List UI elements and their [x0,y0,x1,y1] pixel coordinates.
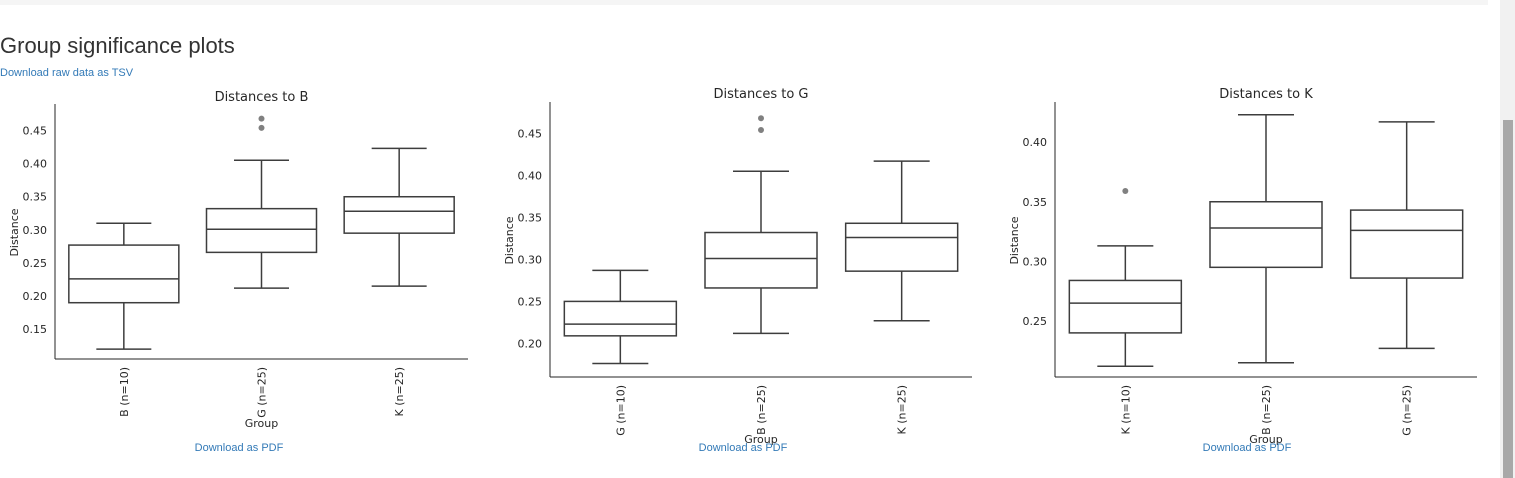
plot1-y-tick-label: 0.30 [518,253,543,266]
plot2-box-0 [1068,188,1183,368]
plot1-box-1 [704,115,818,335]
plot0-box-1 [205,115,318,289]
download-pdf-link-k[interactable]: Download as PDF [1202,442,1292,454]
plot0-y-tick-label: 0.25 [23,257,48,270]
plot0-y-tick-label: 0.45 [23,125,48,138]
boxplot-distances-to-g: Distances to G 0.20 0.25 0.30 0.35 0.40 0.45 Di… [495,82,985,446]
plot1-box-0 [563,269,678,365]
plot1-y-tick-label: 0.25 [518,295,543,308]
plot2-box-1 [1209,113,1323,364]
plot1-iqr-box [563,300,678,337]
plot1-y-tick-label: 0.45 [518,127,543,140]
plot0-x-category-label: K (n=25) [393,367,406,416]
plot1-x-category-label: G (n=10) [614,385,627,436]
plot1-iqr-box [844,222,959,272]
download-pdf-link-g[interactable]: Download as PDF [698,442,788,454]
plot1-x-category-label: K (n=25) [896,385,909,434]
download-raw-tsv-link[interactable]: Download raw data as TSV [0,67,134,79]
page-title: Group significance plots [0,33,235,58]
plot0-y-axis-label: Distance [8,208,21,256]
plot0-outlier-point [258,115,265,122]
plot1-box-2 [844,160,959,322]
plot0-box-2 [343,147,455,287]
plot0-iqr-box [205,207,318,254]
plot2-outlier-point [1122,188,1129,195]
plot0-x-category-label: B (n=10) [118,367,131,417]
plot0-x-axis-label: Group [245,417,279,430]
plot0-x-category-label: G (n=25) [256,367,269,418]
plot1-y-tick-label: 0.35 [518,211,543,224]
plot2-y-tick-label: 0.35 [1023,196,1048,209]
plot1-x-axis-label: Group [744,433,778,446]
plot0-y-tick-label: 0.30 [23,224,48,237]
plot2-y-tick-label: 0.25 [1023,315,1048,328]
plot1-outlier-point [758,115,764,122]
plot2-box-2 [1349,121,1464,350]
plot2-x-category-label: B (n=25) [1260,385,1273,435]
plot2-y-axis-label: Distance [1008,216,1021,264]
plot0-y-tick-label: 0.40 [23,158,48,171]
plot0-chart-title: Distances to B [215,90,309,105]
plot0-box-0 [68,222,180,350]
plot1-iqr-box [704,231,818,289]
plot0-y-tick-label: 0.35 [23,191,48,204]
boxplot-distances-to-b: Distances to B 0.15 0.20 0.25 0.30 0.35 0.40 0.… [0,84,480,434]
download-pdf-link-b[interactable]: Download as PDF [194,442,284,454]
plot1-x-category-label: B (n=25) [755,385,768,435]
plot0-iqr-box [343,195,455,234]
plot2-x-axis-label: Group [1249,433,1283,446]
plot2-iqr-box [1068,279,1183,334]
plot2-x-category-label: K (n=10) [1119,385,1132,434]
plot0-y-tick-label: 0.20 [23,290,48,303]
plot0-outlier-point [258,124,265,131]
plot1-y-axis-label: Distance [503,216,516,264]
plot1-y-tick-label: 0.20 [518,337,543,350]
plot1-outlier-point [758,127,764,134]
plot0-y-tick-label: 0.15 [23,323,48,336]
plot1-chart-title: Distances to G [713,87,808,102]
top-strip [0,0,1488,5]
plot2-iqr-box [1349,209,1464,279]
plot2-x-category-label: G (n=25) [1401,385,1414,436]
plot2-iqr-box [1209,201,1323,269]
plot0-iqr-box [68,244,180,304]
scrollbar-thumb[interactable] [1503,120,1513,478]
plot2-y-tick-label: 0.40 [1023,136,1048,149]
plot2-y-tick-label: 0.30 [1023,255,1048,268]
boxplot-distances-to-k: Distances to K 0.25 0.30 0.35 0.40 Distance K … [1000,82,1490,446]
plot1-y-tick-label: 0.40 [518,169,543,182]
plot2-chart-title: Distances to K [1219,87,1313,102]
